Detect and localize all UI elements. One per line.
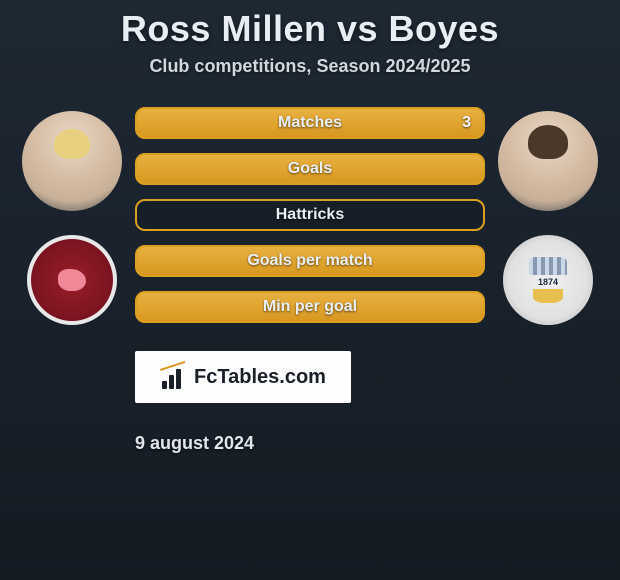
player-right-column: 1874 <box>493 107 603 325</box>
stat-row-goals-per-match: Goals per match <box>135 245 485 277</box>
stat-row-goals: Goals <box>135 153 485 185</box>
stat-label: Goals <box>288 160 332 178</box>
player-left-avatar <box>22 111 122 211</box>
player-left-club-crest <box>27 235 117 325</box>
brand-chart-icon <box>160 365 188 389</box>
stat-row-min-per-goal: Min per goal <box>135 291 485 323</box>
comparison-card: Ross Millen vs Boyes Club competitions, … <box>0 0 620 454</box>
stat-column: Matches 3 Goals Hattricks Goals per matc… <box>135 107 485 454</box>
stat-label: Goals per match <box>247 252 372 270</box>
stat-label: Min per goal <box>263 298 357 316</box>
stat-label: Matches <box>278 114 342 132</box>
brand-text: FcTables.com <box>194 366 326 389</box>
comparison-body: Matches 3 Goals Hattricks Goals per matc… <box>0 107 620 454</box>
player-left-column <box>17 107 127 325</box>
page-title: Ross Millen vs Boyes <box>121 8 499 50</box>
brand-box: FcTables.com <box>135 351 351 403</box>
stat-row-matches: Matches 3 <box>135 107 485 139</box>
subtitle: Club competitions, Season 2024/2025 <box>149 56 470 77</box>
player-right-club-crest: 1874 <box>503 235 593 325</box>
stat-value-right: 3 <box>462 114 471 132</box>
crest-year: 1874 <box>538 277 558 287</box>
player-right-avatar <box>498 111 598 211</box>
date-text: 9 august 2024 <box>135 433 485 454</box>
stat-row-hattricks: Hattricks <box>135 199 485 231</box>
stat-label: Hattricks <box>276 206 344 224</box>
